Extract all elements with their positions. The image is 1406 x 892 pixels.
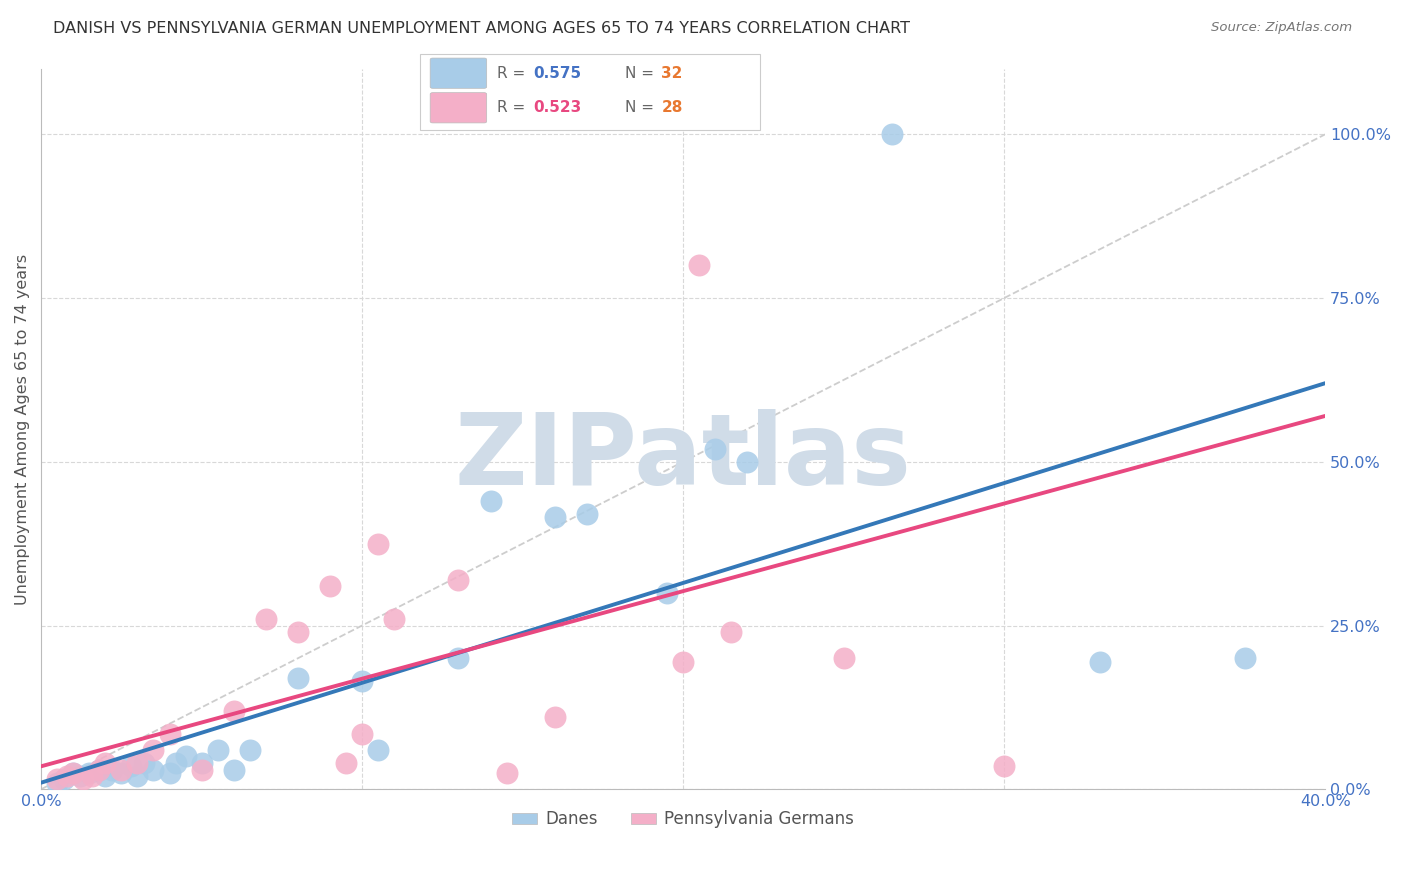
Point [287, 625, 309, 640]
Point [479, 494, 502, 508]
FancyBboxPatch shape [430, 93, 486, 123]
Text: ZIPatlas: ZIPatlas [454, 409, 911, 507]
Point [993, 759, 1015, 773]
Point [688, 258, 710, 272]
FancyBboxPatch shape [420, 54, 761, 130]
Point [62, 765, 84, 780]
Point [447, 651, 470, 665]
Point [352, 726, 374, 740]
Point [100, 763, 122, 777]
Point [672, 655, 695, 669]
Point [335, 756, 357, 770]
Point [190, 756, 212, 770]
Text: DANISH VS PENNSYLVANIA GERMAN UNEMPLOYMENT AMONG AGES 65 TO 74 YEARS CORRELATION: DANISH VS PENNSYLVANIA GERMAN UNEMPLOYME… [53, 21, 911, 37]
Text: N =: N = [626, 100, 659, 115]
Point [1090, 655, 1112, 669]
Point [447, 573, 470, 587]
Legend: Danes, Pennsylvania Germans: Danes, Pennsylvania Germans [505, 804, 860, 835]
Text: 0.575: 0.575 [533, 66, 581, 80]
FancyBboxPatch shape [430, 58, 486, 88]
Point [222, 704, 245, 718]
Point [367, 743, 389, 757]
Point [239, 743, 262, 757]
Text: R =: R = [496, 66, 530, 80]
Point [120, 759, 142, 773]
Point [94, 769, 117, 783]
Point [544, 710, 567, 724]
Point [832, 651, 855, 665]
Point [69, 769, 91, 783]
Text: N =: N = [626, 66, 659, 80]
Point [127, 756, 149, 770]
Point [165, 756, 187, 770]
Y-axis label: Unemployment Among Ages 65 to 74 years: Unemployment Among Ages 65 to 74 years [15, 253, 30, 605]
Point [190, 763, 212, 777]
Point [142, 743, 165, 757]
Point [82, 769, 104, 783]
Point [544, 510, 567, 524]
Text: 28: 28 [661, 100, 683, 115]
Point [737, 455, 759, 469]
Point [94, 756, 117, 770]
Point [159, 726, 181, 740]
Point [159, 765, 181, 780]
Point [319, 579, 342, 593]
Point [46, 775, 69, 789]
Point [720, 625, 742, 640]
Point [1233, 651, 1256, 665]
Point [495, 765, 517, 780]
Point [367, 536, 389, 550]
Point [655, 586, 678, 600]
Point [110, 765, 132, 780]
Point [72, 772, 94, 787]
Point [142, 763, 165, 777]
Text: R =: R = [496, 100, 530, 115]
Point [704, 442, 727, 456]
Point [87, 763, 110, 777]
Point [52, 772, 75, 787]
Point [77, 765, 100, 780]
Text: 0.523: 0.523 [533, 100, 581, 115]
Point [46, 772, 69, 787]
Point [207, 743, 229, 757]
Text: 32: 32 [661, 66, 683, 80]
Point [575, 507, 598, 521]
Point [880, 128, 903, 142]
Point [56, 769, 79, 783]
Text: Source: ZipAtlas.com: Source: ZipAtlas.com [1212, 21, 1353, 35]
Point [222, 763, 245, 777]
Point [254, 612, 277, 626]
Point [110, 763, 132, 777]
Point [174, 749, 197, 764]
Point [62, 765, 84, 780]
Point [382, 612, 405, 626]
Point [127, 769, 149, 783]
Point [287, 671, 309, 685]
Point [132, 756, 155, 770]
Point [87, 763, 110, 777]
Point [352, 674, 374, 689]
